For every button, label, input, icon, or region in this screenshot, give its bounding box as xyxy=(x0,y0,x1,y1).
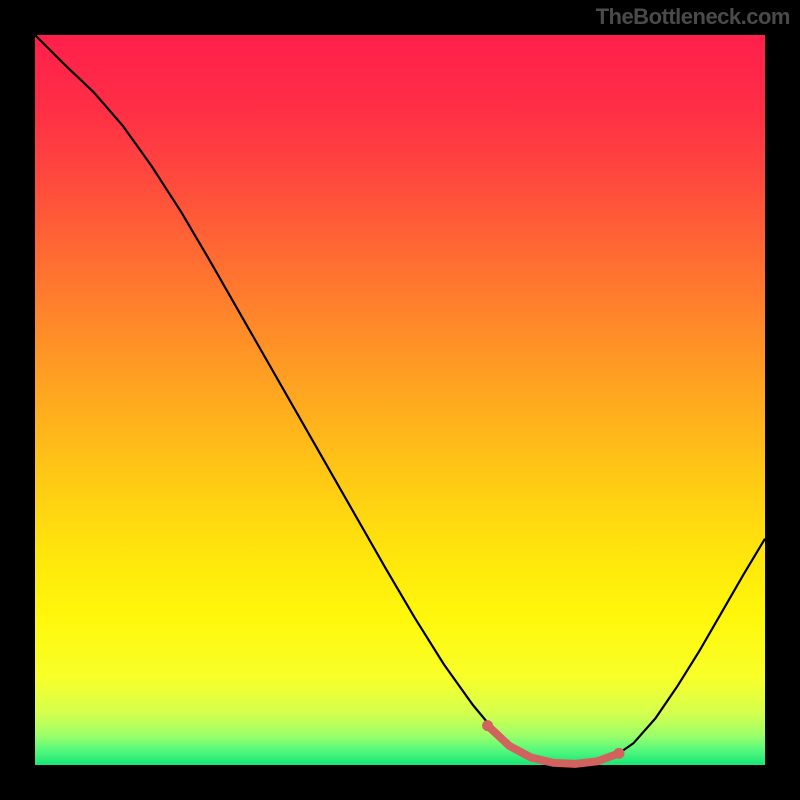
highlight-marker xyxy=(614,748,625,759)
highlight-marker xyxy=(572,761,578,767)
gradient-background xyxy=(35,35,765,765)
highlight-marker xyxy=(543,759,549,765)
highlight-marker xyxy=(482,720,493,731)
bottleneck-chart xyxy=(0,0,800,800)
attribution-label: TheBottleneck.com xyxy=(596,4,790,30)
chart-container: TheBottleneck.com xyxy=(0,0,800,800)
